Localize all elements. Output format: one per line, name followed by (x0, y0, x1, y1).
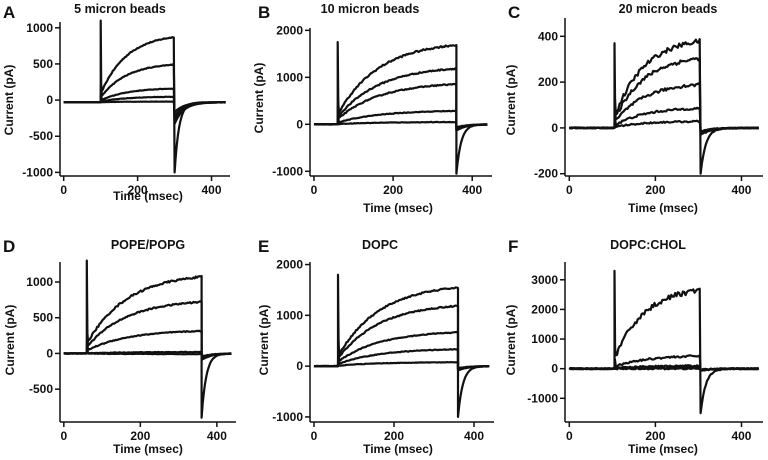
y-tick-label: -1000 (22, 165, 53, 179)
x-tick-label: 400 (207, 429, 227, 443)
current-trace (63, 87, 226, 122)
panel-title: 5 micron beads (74, 2, 166, 16)
y-axis-label: Current (pA) (257, 305, 271, 376)
y-tick-label: 1000 (531, 332, 558, 346)
current-trace (569, 119, 759, 133)
x-axis-label: Time (msec) (113, 189, 183, 203)
plot-area: -500 0 500 1000 0 200 400 (26, 259, 236, 443)
y-tick-label: 1000 (26, 21, 53, 35)
panel-title: 20 micron beads (619, 2, 718, 16)
x-tick-label: 400 (462, 183, 482, 197)
y-tick-label: 0 (46, 346, 53, 360)
panel-letter: D (3, 237, 15, 256)
plot-area: -1000 0 1000 2000 0 200 400 (272, 23, 492, 197)
y-tick-label: -500 (29, 382, 53, 396)
panel-letter: A (3, 3, 15, 22)
panel-d: D POPE/POPG Current (pA) Time (msec) -50… (3, 237, 236, 456)
x-tick-label: 0 (566, 429, 573, 443)
current-trace (63, 347, 232, 358)
y-axis-label: Current (pA) (3, 305, 17, 376)
current-trace (568, 362, 760, 371)
x-tick-label: 0 (311, 429, 318, 443)
y-tick-label: 200 (538, 75, 558, 89)
x-axis-label: Time (msec) (628, 201, 698, 215)
x-tick-label: 400 (731, 183, 751, 197)
current-trace (313, 82, 488, 131)
y-tick-label: 500 (33, 57, 53, 71)
panel-letter: F (508, 237, 518, 256)
x-tick-label: 200 (384, 429, 404, 443)
current-trace (313, 41, 488, 175)
y-tick-label: -500 (29, 129, 53, 143)
x-tick-label: 0 (566, 183, 573, 197)
panel-e: E DOPC Current (pA) Time (msec) -1000 0 10… (257, 237, 494, 456)
panel-b: B 10 micron beads Current (pA) Time (mse… (252, 2, 492, 215)
y-tick-label: 1000 (276, 308, 303, 322)
x-tick-label: 0 (60, 183, 67, 197)
panel-a: A 5 micron beads Current (pA) Time (msec… (2, 2, 230, 203)
current-trace (63, 95, 226, 118)
y-tick-label: 3000 (531, 273, 558, 287)
panel-title: DOPC (362, 238, 398, 252)
current-trace (63, 96, 226, 114)
x-axis-label: Time (msec) (363, 442, 433, 456)
current-trace (568, 269, 759, 415)
y-tick-label: -1000 (527, 391, 558, 405)
x-tick-label: 0 (311, 183, 318, 197)
y-tick-label: -1000 (272, 410, 303, 424)
y-axis-label: Current (pA) (2, 65, 16, 136)
y-tick-label: 400 (538, 29, 558, 43)
x-tick-label: 200 (128, 183, 148, 197)
x-tick-label: 400 (202, 183, 222, 197)
x-tick-label: 200 (383, 183, 403, 197)
y-tick-label: -1000 (272, 164, 303, 178)
panel-c: C 20 micron beads Current (pA) Time (mse… (504, 2, 763, 215)
plot-area: -1000 -500 0 500 1000 0 200 400 (22, 19, 230, 197)
y-tick-label: 0 (46, 93, 53, 107)
x-tick-label: 200 (645, 429, 665, 443)
panel-title: DOPC:CHOL (610, 238, 686, 252)
x-axis-label: Time (msec) (363, 201, 433, 215)
y-tick-label: -200 (534, 167, 558, 181)
panel-title: POPE/POPG (111, 238, 185, 252)
y-axis-label: Current (pA) (504, 65, 518, 136)
y-tick-label: 0 (296, 359, 303, 373)
x-tick-label: 200 (130, 429, 150, 443)
x-tick-label: 200 (645, 183, 665, 197)
plot-area: -1000 0 1000 2000 3000 0 200 400 (527, 262, 763, 443)
plot-area: -1000 0 1000 2000 0 200 400 (272, 258, 494, 443)
x-tick-label: 400 (731, 429, 751, 443)
x-tick-label: 0 (60, 429, 67, 443)
current-trace (313, 118, 488, 129)
panel-f: F DOPC:CHOL Current (pA) Time (msec) -10… (504, 237, 763, 456)
y-tick-label: 0 (296, 117, 303, 131)
y-axis-label: Current (pA) (504, 305, 518, 376)
y-axis-label: Current (pA) (252, 63, 266, 134)
current-trace (568, 38, 759, 175)
current-trace (568, 82, 760, 135)
plot-area: -200 0 200 400 0 200 400 (534, 18, 763, 197)
current-trace (313, 273, 490, 418)
y-tick-label: 2000 (276, 258, 303, 272)
panel-title: 10 micron beads (321, 2, 420, 16)
current-trace (313, 359, 490, 370)
panel-letter: B (258, 3, 270, 22)
y-tick-label: 1000 (26, 275, 53, 289)
current-trace (63, 259, 232, 419)
panel-letter: E (258, 237, 269, 256)
y-tick-label: 500 (33, 311, 53, 325)
y-tick-label: 1000 (276, 70, 303, 84)
y-tick-label: 0 (551, 362, 558, 376)
y-tick-label: 0 (551, 121, 558, 135)
x-axis-label: Time (msec) (113, 442, 183, 456)
panel-letter: C (508, 3, 520, 22)
x-tick-label: 400 (464, 429, 484, 443)
x-axis-label: Time (msec) (628, 442, 698, 456)
y-tick-label: 2000 (276, 23, 303, 37)
y-tick-label: 2000 (531, 302, 558, 316)
current-trace (63, 63, 226, 125)
